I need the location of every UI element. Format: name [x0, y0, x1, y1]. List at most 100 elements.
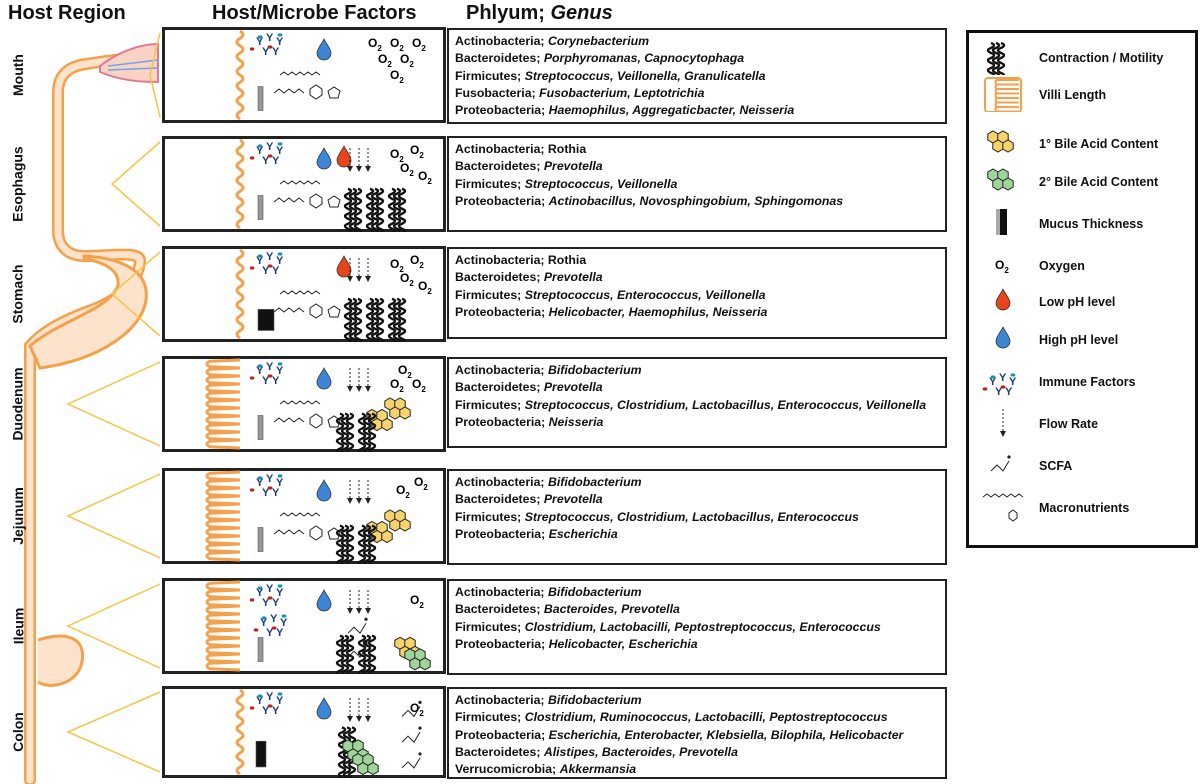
factors-box	[246, 27, 446, 123]
svg-text:Y: Y	[256, 145, 264, 157]
peptide-chain	[273, 529, 305, 535]
motility-strand	[375, 187, 385, 232]
stomach-shape	[28, 254, 148, 370]
low-ph-icon	[995, 288, 1011, 311]
taxa-row: Firmicutes; Streptococcus, Veillonella	[455, 176, 939, 193]
svg-text:Y: Y	[256, 477, 264, 489]
motility-strand	[370, 297, 380, 342]
svg-text:Y: Y	[262, 487, 270, 499]
mucus-icon	[257, 309, 275, 331]
region-name: Ileum	[10, 607, 27, 645]
mucus-icon	[257, 527, 264, 552]
region-name: Duodenum	[10, 367, 27, 441]
taxa-list: Actinobacteria; Rothia Bacteroidetes; Pre…	[447, 136, 947, 232]
region-label: Colon	[0, 686, 36, 778]
svg-text:Y: Y	[276, 477, 284, 489]
oxygen-icon: O2	[410, 593, 424, 610]
scfa-oxygen-dot	[1007, 455, 1011, 459]
region-cone	[66, 583, 161, 669]
svg-text:Y: Y	[276, 145, 284, 157]
svg-text:Y: Y	[266, 32, 274, 44]
flow-arrow-head	[347, 276, 353, 282]
region-name: Mouth	[10, 54, 27, 96]
svg-text:Y: Y	[276, 255, 284, 267]
svg-text:Y: Y	[266, 141, 274, 153]
flow-arrow-head	[356, 608, 362, 614]
region-label: Stomach	[0, 246, 36, 342]
taxa-row: Bacteroidetes; Porphyromanas, Capnocytop…	[455, 50, 939, 67]
motility-strand	[340, 524, 350, 564]
gut-segment-box	[162, 578, 246, 674]
oxygen-icon: O2	[410, 701, 424, 718]
motility-strand	[365, 187, 375, 232]
svg-text:Y: Y	[256, 36, 264, 48]
oxygen-icon: O2	[400, 161, 414, 178]
pentose-ring	[327, 305, 341, 318]
phylum-text: Firmicutes;	[455, 509, 525, 524]
motility-strand	[362, 412, 372, 452]
flow-arrow-head	[356, 716, 362, 722]
taxa-row: Firmicutes; Streptococcus, Enterococcus,…	[455, 287, 939, 304]
phylum-text: Fusobacteria;	[455, 85, 540, 100]
high-ph-icon	[316, 589, 332, 612]
high-ph-icon	[316, 697, 332, 720]
phylum-text: Proteobacteria;	[455, 727, 549, 742]
taxa-row: Actinobacteria; Rothia	[455, 141, 939, 158]
genus-text: Akkermansia	[559, 762, 637, 777]
svg-text:Y: Y	[270, 613, 278, 625]
factors-box	[246, 246, 446, 342]
taxa-row: Actinobacteria; Corynebacterium	[455, 33, 939, 50]
flow-arrow-head	[347, 386, 353, 392]
macronutrient-icon	[982, 493, 1024, 522]
taxa-row: Actinobacteria; Bifidobacterium	[455, 692, 939, 709]
motility-strand	[348, 297, 358, 342]
peptide-chain	[273, 417, 305, 423]
region-label: Ileum	[0, 578, 36, 674]
legend: Contraction / Motility Villi Length 1° Bil…	[966, 30, 1198, 548]
legend-label: Flow Rate	[1039, 417, 1099, 431]
immune-factor-icon: Y Y YY Y	[250, 32, 284, 58]
villi-wall	[205, 358, 241, 450]
fatty-chain	[279, 180, 321, 185]
taxa-row: Proteobacteria; Escherichia, Enterobacte…	[455, 727, 939, 744]
taxa-row: Firmicutes; Clostridium, Lactobacilli, P…	[455, 619, 939, 636]
taxa-row: Proteobacteria; Actinobacillus, Novosphi…	[455, 193, 939, 210]
primary-bile-icon	[992, 139, 1004, 153]
scfa-icon	[990, 455, 1011, 472]
phylum-text: Actinobacteria;	[455, 475, 548, 489]
motility-strand	[353, 187, 363, 232]
genus-text: Escherichia, Enterobacter, Klebsiella, B…	[548, 727, 904, 742]
flow-arrow-head	[356, 386, 362, 392]
phylum-text: Actinobacteria;	[455, 34, 548, 48]
svg-text:Y: Y	[999, 372, 1007, 384]
immune-factor-icon: Y Y YY Y	[250, 361, 284, 387]
oxygen-icon: O2	[390, 377, 404, 394]
flow-arrow-head	[365, 716, 371, 722]
immune-icon: Y Y YY Y	[982, 372, 1017, 398]
genus-text: Streptococcus, Clostridium, Lactobacillu…	[524, 397, 927, 412]
motility-strand	[342, 726, 352, 778]
svg-text:Y: Y	[276, 627, 284, 639]
motility-strand	[357, 634, 367, 674]
primary-bile-icon	[399, 518, 411, 532]
motility-strand	[343, 297, 353, 342]
villi-icon	[984, 77, 1022, 112]
motility-strand	[397, 187, 407, 232]
peptide-chain	[273, 307, 305, 313]
svg-text:Y: Y	[276, 587, 284, 599]
region-label: Esophagus	[0, 136, 36, 232]
villi-wall	[205, 470, 241, 562]
svg-text:Y: Y	[272, 487, 280, 499]
secondary-bile-icon	[419, 657, 431, 671]
oxygen-icon: O2	[418, 169, 432, 186]
pentose-ring	[327, 86, 341, 99]
primary-bile-icon	[399, 406, 411, 420]
secondary-bile-icon	[987, 168, 1014, 191]
epithelial-wall	[235, 138, 245, 230]
low-ph-icon	[995, 288, 1011, 311]
taxa-row: Proteobacteria; Helicobacter, Haemophilu…	[455, 304, 939, 321]
phylum-text: Actinobacteria;	[455, 693, 548, 707]
motility-strand	[996, 41, 1006, 75]
